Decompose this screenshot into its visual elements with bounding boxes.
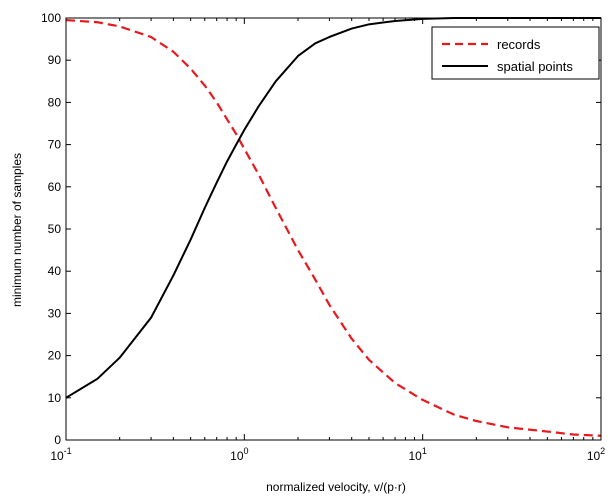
legend-label-records: records xyxy=(497,37,541,52)
legend-box xyxy=(431,26,600,80)
x-tick-label: 102 xyxy=(587,446,605,463)
legend-label-spatial-points: spatial points xyxy=(497,59,573,74)
tick-labels: 0 10 20 30 40 50 60 70 80 90 100 10-1 100 101 102 xyxy=(41,11,605,463)
y-tick-label: 40 xyxy=(48,264,62,278)
series-line-records xyxy=(65,19,602,437)
y-tick-label: 80 xyxy=(48,95,62,109)
x-tick-label: 101 xyxy=(408,446,426,463)
y-tick-label: 90 xyxy=(48,53,62,67)
y-tick-label: 30 xyxy=(48,306,62,320)
y-tick-label: 20 xyxy=(48,349,62,363)
y-tick-label: 60 xyxy=(48,180,62,194)
x-tick-label: 100 xyxy=(230,446,248,463)
y-tick-label: 70 xyxy=(48,138,62,152)
x-axis-label: normalized velocity, v/(p·r) xyxy=(266,480,406,494)
y-tick-label: 50 xyxy=(48,222,62,236)
y-axis-label: minimum number of samples xyxy=(10,153,24,307)
x-tick-label: 10-1 xyxy=(50,446,71,463)
y-tick-label: 0 xyxy=(54,433,61,447)
y-tick-label: 10 xyxy=(48,391,62,405)
tick-marks xyxy=(65,17,602,441)
legend: records spatial points xyxy=(431,26,600,80)
y-tick-label: 100 xyxy=(41,11,61,25)
